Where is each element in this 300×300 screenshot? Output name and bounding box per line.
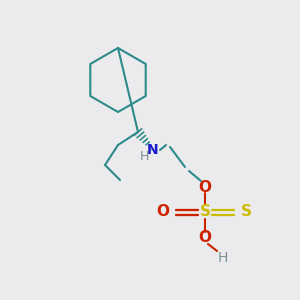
Text: O: O xyxy=(157,205,169,220)
Text: S: S xyxy=(200,205,211,220)
Text: H: H xyxy=(139,151,149,164)
Text: S: S xyxy=(241,205,251,220)
Text: N: N xyxy=(147,143,159,157)
Text: H: H xyxy=(218,251,228,265)
Text: O: O xyxy=(199,230,212,245)
Text: O: O xyxy=(199,179,212,194)
